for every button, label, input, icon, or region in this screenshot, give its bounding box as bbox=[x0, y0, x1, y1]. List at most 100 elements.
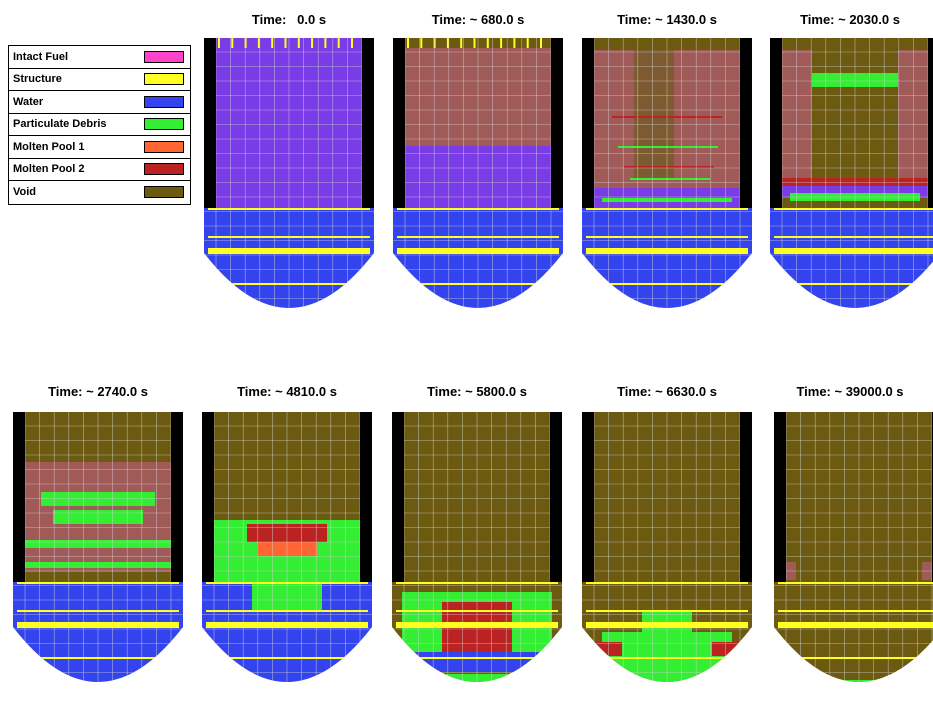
vessel-snapshot-6 bbox=[202, 412, 372, 682]
vessel-wall bbox=[362, 38, 374, 208]
legend-label: Water bbox=[13, 95, 44, 108]
support-plate bbox=[396, 657, 558, 659]
support-plate bbox=[206, 582, 368, 584]
support-plate bbox=[586, 248, 748, 254]
molten-pool-2 bbox=[712, 642, 742, 656]
structure-tip bbox=[324, 38, 327, 48]
snapshot-title-4: Time: ~ 2030.0 s bbox=[800, 12, 900, 27]
vessel-wall bbox=[551, 38, 563, 208]
vessel-wall bbox=[550, 412, 562, 582]
support-plate bbox=[17, 622, 179, 628]
support-plate bbox=[586, 582, 748, 584]
structure-tip bbox=[540, 38, 542, 48]
support-plate bbox=[586, 657, 748, 659]
vessel-snapshot-7 bbox=[392, 412, 562, 684]
legend-swatch bbox=[144, 186, 184, 199]
support-plate bbox=[774, 208, 933, 210]
snapshot-title-3: Time: ~ 1430.0 s bbox=[617, 12, 717, 27]
support-plate bbox=[586, 622, 748, 628]
support-plate bbox=[586, 610, 748, 612]
support-plate bbox=[774, 283, 933, 285]
snapshot-title-9: Time: ~ 39000.0 s bbox=[796, 384, 904, 399]
structure-tip bbox=[297, 38, 300, 48]
structure-tip bbox=[446, 38, 449, 48]
support-plate bbox=[397, 236, 559, 238]
support-plate bbox=[586, 308, 748, 310]
vessel-wall bbox=[393, 38, 405, 208]
support-plate bbox=[208, 236, 370, 238]
vessel-snapshot-4 bbox=[770, 38, 933, 310]
vessel-wall bbox=[204, 38, 216, 208]
vessel-wall bbox=[928, 38, 933, 208]
legend-item: Void bbox=[9, 181, 190, 204]
legend-item: Intact Fuel bbox=[9, 46, 190, 69]
support-plate bbox=[778, 622, 933, 628]
legend-label: Intact Fuel bbox=[13, 50, 69, 63]
structure-tip bbox=[500, 38, 503, 48]
structure-tip bbox=[351, 38, 353, 48]
vessel-wall bbox=[582, 412, 594, 582]
support-plate bbox=[396, 682, 558, 684]
structure-tip bbox=[257, 38, 260, 48]
vessel-snapshot-5 bbox=[13, 412, 183, 684]
vessel-snapshot-8 bbox=[582, 412, 752, 684]
structure-tip bbox=[420, 38, 423, 48]
support-plate bbox=[206, 657, 368, 659]
vessel-wall bbox=[774, 412, 786, 582]
vessel-wall bbox=[770, 38, 782, 208]
structure-tip bbox=[244, 38, 247, 48]
support-plate bbox=[206, 610, 368, 612]
support-plate bbox=[397, 208, 559, 210]
legend-label: Molten Pool 2 bbox=[13, 163, 85, 176]
vessel-wall bbox=[360, 412, 372, 582]
particulate-debris bbox=[774, 680, 933, 682]
support-plate bbox=[17, 610, 179, 612]
legend-item: Water bbox=[9, 91, 190, 114]
support-plate bbox=[586, 682, 748, 684]
structure-tip bbox=[486, 38, 489, 48]
structure-tip bbox=[513, 38, 516, 48]
structure-tip bbox=[433, 38, 436, 48]
support-plate bbox=[17, 682, 179, 684]
vessel-wall bbox=[171, 412, 183, 582]
structure-tip bbox=[311, 38, 314, 48]
support-plate bbox=[774, 308, 933, 310]
support-plate bbox=[397, 308, 559, 310]
support-plate bbox=[208, 208, 370, 210]
legend-swatch bbox=[144, 50, 184, 63]
legend-swatch bbox=[144, 163, 184, 176]
support-plate bbox=[208, 283, 370, 285]
vessel-snapshot-3 bbox=[582, 38, 752, 310]
legend-swatch bbox=[144, 118, 184, 131]
debris-line bbox=[618, 146, 718, 148]
debris-line bbox=[630, 178, 710, 180]
support-plate bbox=[397, 248, 559, 254]
central-channel bbox=[634, 50, 674, 180]
vessel-wall bbox=[582, 38, 594, 208]
support-plate bbox=[586, 283, 748, 285]
legend-label: Void bbox=[13, 186, 37, 199]
vessel-wall bbox=[392, 412, 404, 582]
legend-swatch bbox=[144, 73, 184, 86]
structure-tip bbox=[407, 38, 409, 48]
structure-tip bbox=[284, 38, 287, 48]
snapshot-title-1: Time: 0.0 s bbox=[251, 12, 327, 27]
vessel-wall bbox=[13, 412, 25, 582]
vessel-snapshot-9 bbox=[774, 412, 933, 682]
structure-tip bbox=[460, 38, 463, 48]
support-plate bbox=[208, 308, 370, 310]
support-plate bbox=[778, 657, 933, 659]
support-plate bbox=[774, 248, 933, 254]
snapshot-title-5: Time: ~ 2740.0 s bbox=[48, 384, 148, 399]
legend: Intact Fuel Structure Water Particulate Deb… bbox=[8, 45, 191, 205]
support-plate bbox=[396, 582, 558, 584]
vessel-wall bbox=[202, 412, 214, 582]
support-plate bbox=[778, 610, 933, 612]
snapshot-title-2: Time: ~ 680.0 s bbox=[431, 12, 525, 27]
vessel-snapshot-1 bbox=[204, 38, 374, 310]
debris-line bbox=[624, 166, 714, 168]
uncovered-core bbox=[782, 50, 812, 180]
support-plate bbox=[396, 622, 558, 628]
support-plate bbox=[396, 610, 558, 612]
vessel-snapshot-2 bbox=[393, 38, 563, 310]
